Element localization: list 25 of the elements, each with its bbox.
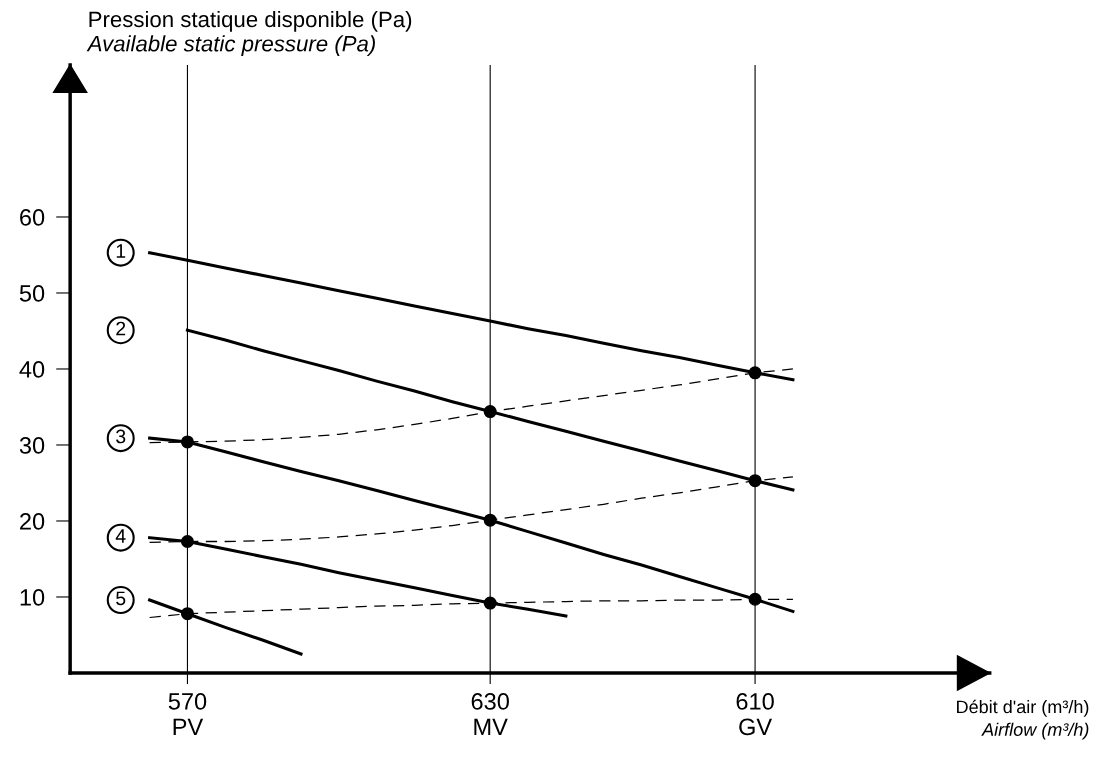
series-label: 4 [115,529,126,543]
y-tick-label: 50 [19,285,45,302]
point [180,607,194,621]
point [180,534,194,549]
series-label: 1 [116,244,126,258]
x-tick-label: 610 GV [736,693,774,736]
y-tick-label: 40 [19,361,45,378]
x-tick-label: 570 PV [168,693,207,735]
text: 2 [116,321,126,336]
point [748,592,762,606]
y-tick-label: 30 [19,437,45,454]
point [483,596,497,610]
y-tick-label: 60 [20,209,45,226]
series-label: 3 [116,429,126,444]
y-tick-label: 20 [20,513,45,530]
point [483,513,497,527]
point [483,405,497,419]
x-axis-title: Débit d'air (m³/h) Airflow (m³/h) [957,699,1089,740]
point [180,435,194,449]
point [748,474,762,488]
x-tick-label: 630 MV [471,693,509,735]
point [748,366,762,380]
y-axis-title: Pression statique disponible (Pa) Available static pressure (Pa) [86,10,412,56]
y-tick-label: 10 [20,589,45,606]
series-label: 5 [116,591,126,606]
